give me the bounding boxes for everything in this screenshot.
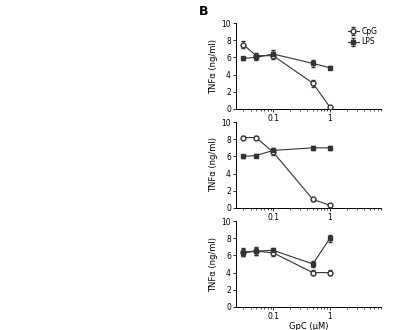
Y-axis label: TNFα (ng/ml): TNFα (ng/ml) xyxy=(209,138,219,192)
X-axis label: G-ODN (μM): G-ODN (μM) xyxy=(283,223,334,232)
X-axis label: 2088 (μM): 2088 (μM) xyxy=(287,124,330,133)
Text: B: B xyxy=(198,5,208,18)
X-axis label: GpC (μM): GpC (μM) xyxy=(289,322,328,330)
Y-axis label: TNFα (ng/ml): TNFα (ng/ml) xyxy=(209,237,219,291)
Y-axis label: TNFα (ng/ml): TNFα (ng/ml) xyxy=(209,39,219,93)
Legend: CpG, LPS: CpG, LPS xyxy=(345,24,380,50)
